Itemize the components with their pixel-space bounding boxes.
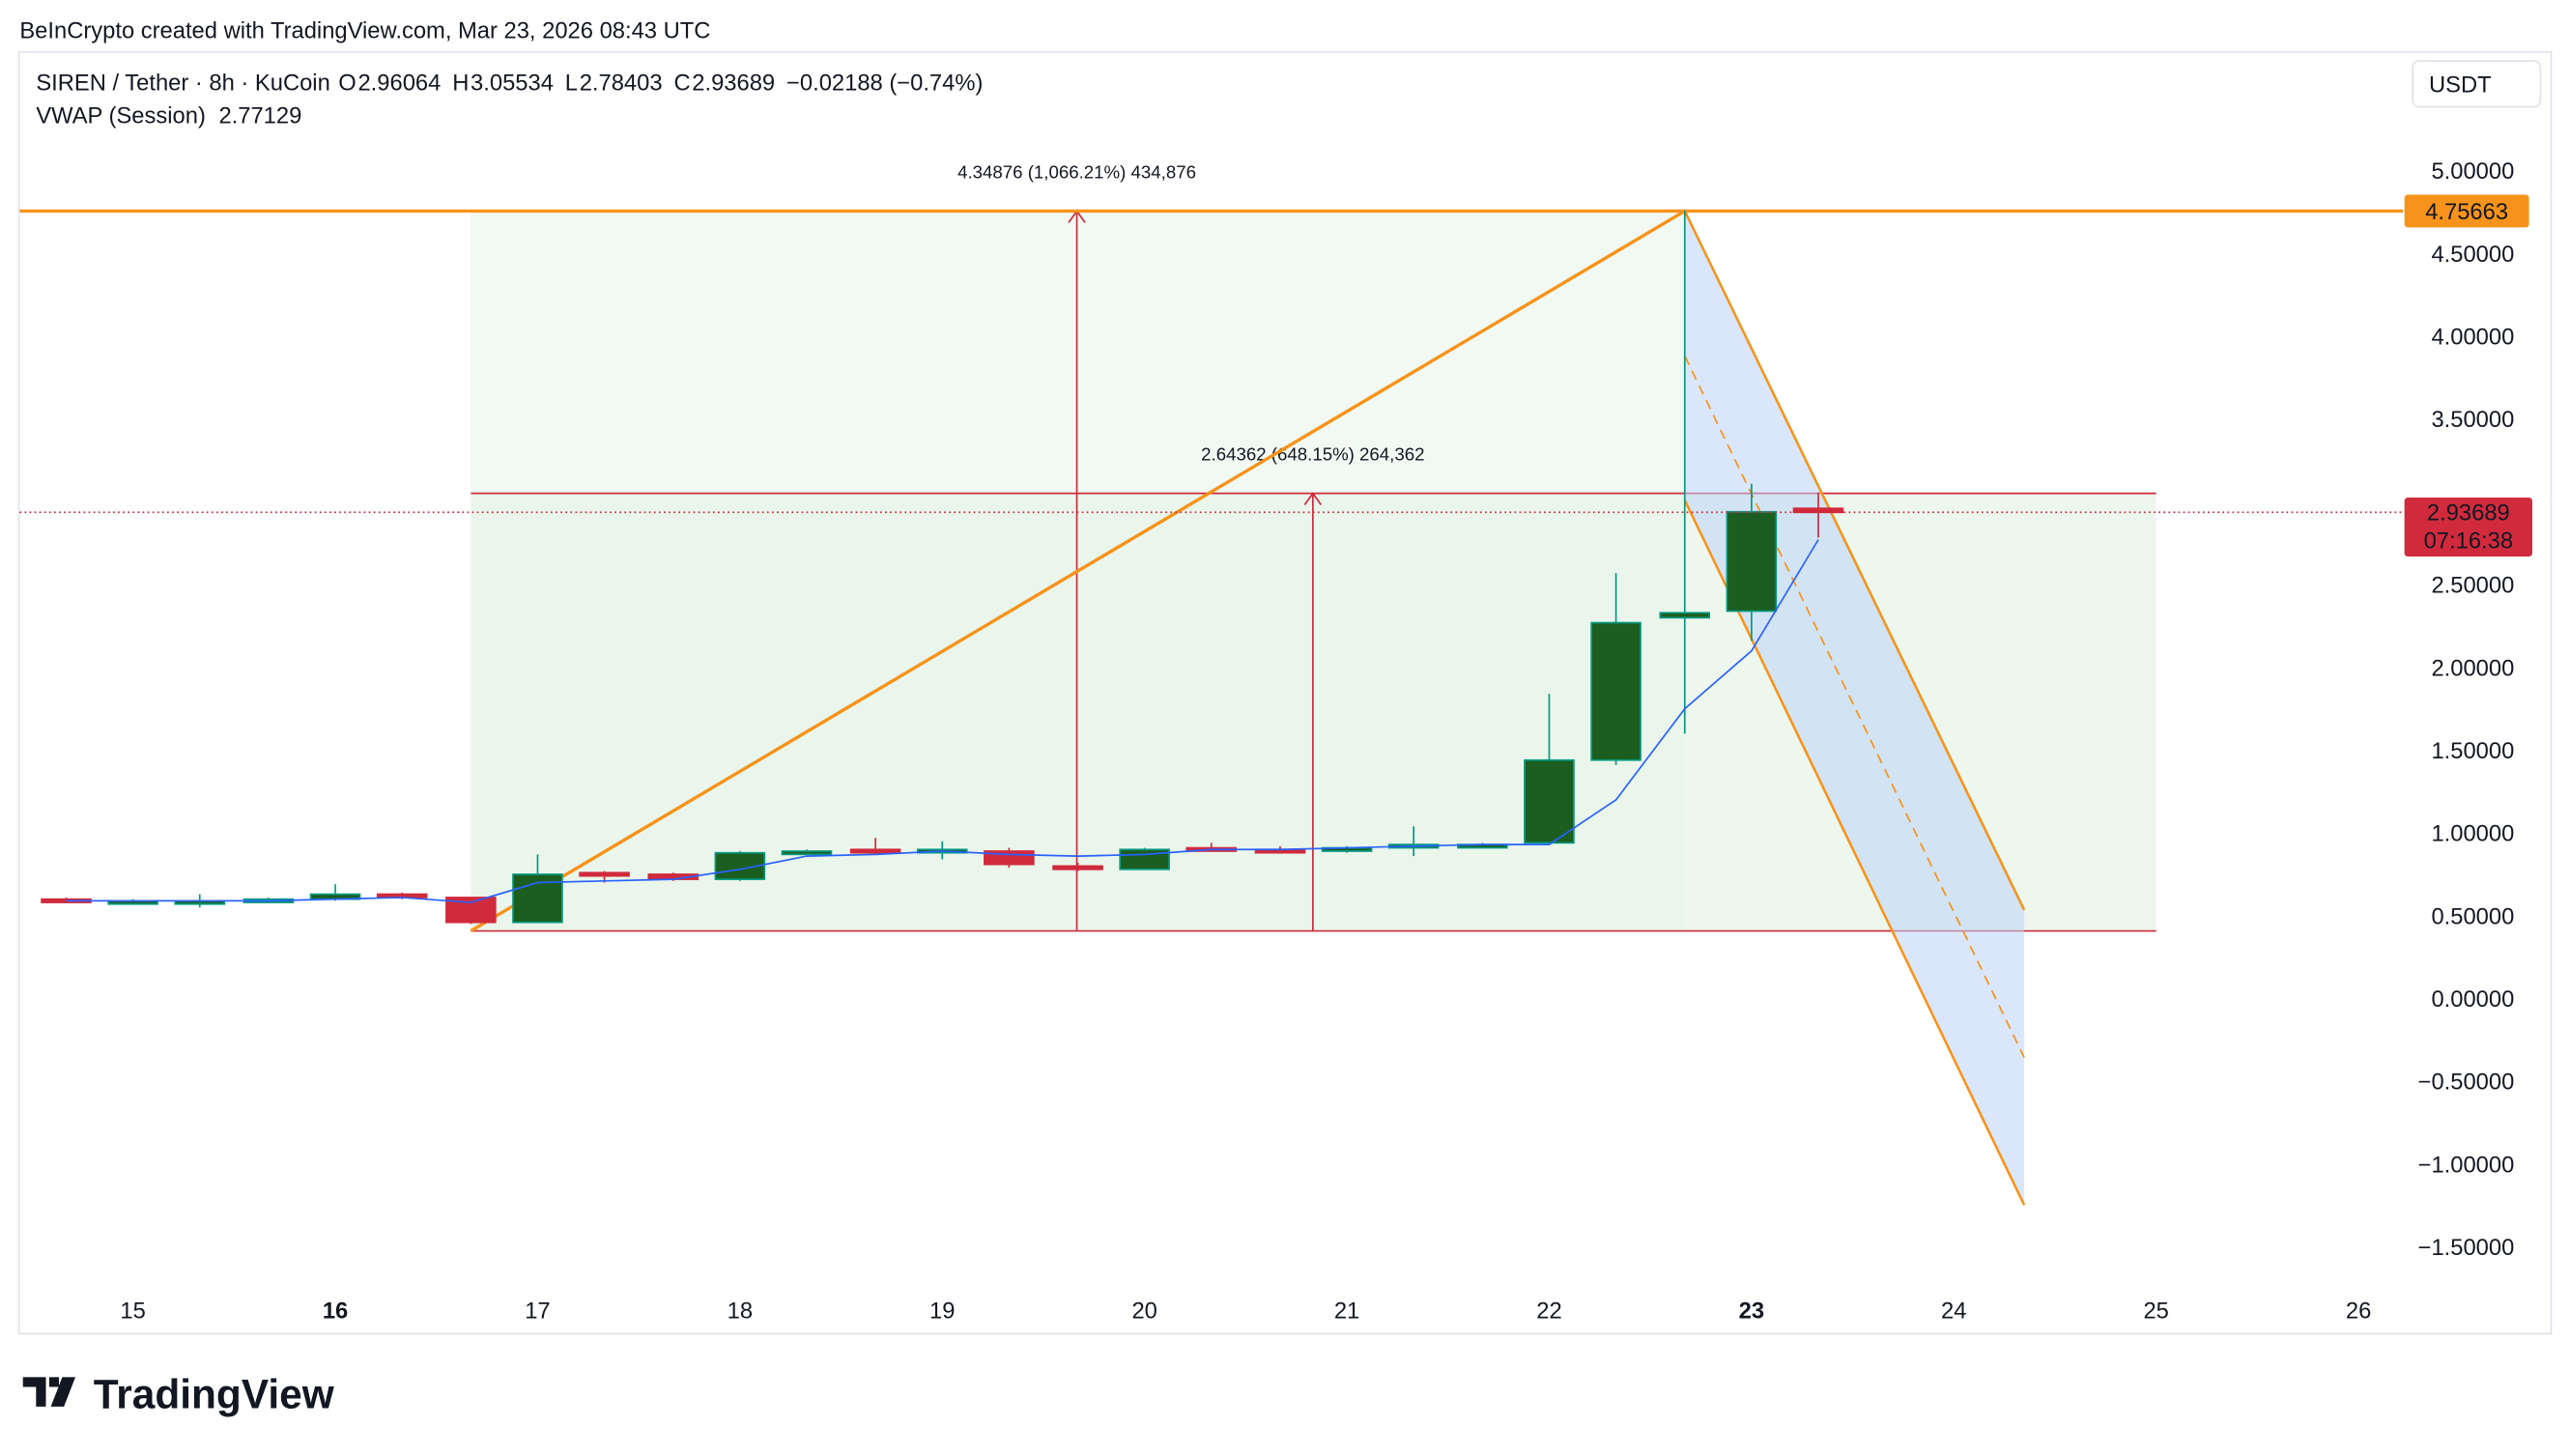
- y-tick-label: −1.50000: [2418, 1235, 2515, 1261]
- peak-badge: [2404, 194, 2529, 228]
- candle-body: [781, 850, 833, 856]
- legend-text: −0.02188 (−0.74%): [786, 71, 983, 97]
- x-tick-label: 26: [2346, 1298, 2371, 1324]
- y-tick-label: 2.50000: [2431, 573, 2514, 599]
- y-tick-label: 2.00000: [2431, 655, 2514, 681]
- y-tick-label: 1.50000: [2431, 738, 2514, 764]
- x-tick-label: 19: [929, 1298, 955, 1324]
- candle-body: [1659, 612, 1711, 619]
- legend-text: 2.93689: [692, 71, 775, 97]
- measure-label: 4.34876 (1,066.21%) 434,876: [957, 162, 1196, 183]
- legend-text: SIREN / Tether · 8h · KuCoin: [36, 71, 329, 97]
- legend-text: H: [452, 71, 469, 97]
- legend-text: 2.96064: [357, 71, 441, 97]
- legend-text: 2.78403: [580, 71, 663, 97]
- x-tick-label: 20: [1131, 1298, 1156, 1324]
- legend-text: 3.05534: [471, 71, 554, 97]
- candle-body: [1726, 510, 1778, 613]
- legend-text: VWAP (Session): [36, 103, 206, 129]
- y-tick-label: −0.50000: [2418, 1070, 2515, 1096]
- candle-body: [1052, 865, 1103, 871]
- credit: BeInCrypto created with TradingView.com,…: [19, 17, 710, 43]
- legend-text: L: [565, 71, 578, 97]
- x-tick-label: 22: [1536, 1298, 1561, 1324]
- candle-body: [1590, 621, 1642, 761]
- price-badge: [2404, 497, 2532, 557]
- candle-body: [1792, 507, 1844, 514]
- x-tick-label: 21: [1334, 1298, 1359, 1324]
- channel: [1684, 211, 2025, 1206]
- x-tick-label: 24: [1941, 1298, 1966, 1324]
- y-tick-label: 0.50000: [2431, 903, 2514, 929]
- y-tick-label: 5.00000: [2431, 158, 2514, 185]
- trend-line: [470, 209, 1686, 933]
- y-tick-label: 4.50000: [2431, 242, 2514, 268]
- y-tick-label: 3.50000: [2431, 407, 2514, 433]
- candle-body: [849, 848, 901, 854]
- measure-label: 2.64362 (648.15%) 264,362: [1201, 444, 1424, 465]
- currency[interactable]: USDT: [2429, 71, 2492, 98]
- currency-button[interactable]: [2412, 60, 2542, 108]
- candle-body: [579, 871, 630, 877]
- x-tick-label: 25: [2143, 1298, 2168, 1324]
- peak-label: 4.75663: [2425, 199, 2508, 225]
- countdown: 07:16:38: [2424, 528, 2513, 555]
- channel-edge: [1683, 210, 2026, 1206]
- x-tick-label: 15: [120, 1298, 145, 1324]
- arrow-head: [1303, 492, 1323, 505]
- plot: 5.00000 4.50000 4.00000 3.50000 2.50000 2.000…: [19, 158, 2532, 1324]
- candle-body: [1524, 758, 1575, 844]
- last-price-label: 2.93689: [2427, 500, 2510, 527]
- legend-text: O: [338, 71, 356, 97]
- frame: [17, 50, 2553, 1335]
- y-tick-label: −1.00000: [2418, 1152, 2515, 1178]
- legend-text: C: [673, 71, 690, 97]
- x-tick-label: 17: [525, 1298, 550, 1324]
- y-tick-label: 0.00000: [2431, 986, 2514, 1013]
- x-tick-label: 16: [323, 1298, 348, 1324]
- legend-text: 2.77129: [218, 103, 301, 129]
- x-tick-label: 23: [1739, 1298, 1764, 1324]
- y-tick-label: 1.00000: [2431, 821, 2514, 847]
- vwap-line: [66, 539, 1819, 903]
- y-tick-label: 4.00000: [2431, 325, 2514, 351]
- logo: TradingView: [94, 1372, 335, 1417]
- x-tick-label: 18: [728, 1298, 753, 1324]
